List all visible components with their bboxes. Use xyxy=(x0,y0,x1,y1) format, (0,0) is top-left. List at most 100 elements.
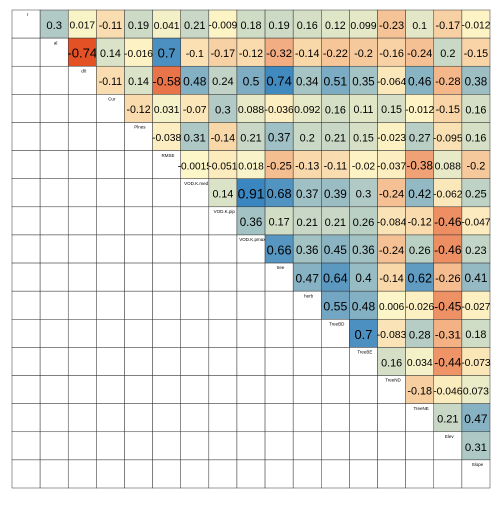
variable-label: RMSE xyxy=(162,153,175,158)
scatter-panel xyxy=(152,178,181,208)
scatter-panel xyxy=(96,290,125,320)
cell-label: -0.047 xyxy=(461,218,490,229)
scatter-panel xyxy=(208,375,238,404)
cell-label: -0.14 xyxy=(295,48,319,60)
cell xyxy=(264,206,294,236)
variable-label: VOD.K.med xyxy=(184,181,209,186)
cell xyxy=(461,290,491,320)
scatter-panel xyxy=(124,262,153,292)
scatter-panel xyxy=(124,403,153,433)
scatter-panel xyxy=(11,375,41,404)
cell-label: 0.041 xyxy=(154,21,180,32)
cell-label: 0.4 xyxy=(355,272,372,285)
variable-label: al xyxy=(54,40,58,45)
scatter-panel xyxy=(39,459,69,489)
cell-label: 0.26 xyxy=(409,245,431,257)
cell xyxy=(405,178,435,208)
scatter-panel xyxy=(236,347,266,376)
cell xyxy=(405,375,435,404)
scatter-panel xyxy=(96,262,125,292)
cell xyxy=(349,290,378,320)
scatter-panel xyxy=(11,347,41,376)
cell xyxy=(377,262,406,292)
scatter-panel xyxy=(377,459,406,489)
cell-label: 0.34 xyxy=(296,76,319,88)
cell-label: 0.36 xyxy=(352,244,375,257)
cell-label: 0.1 xyxy=(412,20,427,32)
cell xyxy=(124,65,153,95)
scatter-panel xyxy=(236,431,266,461)
cell xyxy=(264,122,294,151)
cell-label: -0.23 xyxy=(379,20,404,32)
diagonal-panel xyxy=(321,319,350,348)
cell-label: 0.39 xyxy=(324,188,347,201)
cell-label: -0.28 xyxy=(435,76,461,88)
scatter-panel xyxy=(321,403,350,433)
scatter-panel xyxy=(264,431,294,461)
cell xyxy=(292,122,322,151)
cell-label: 0.47 xyxy=(464,412,488,426)
scatter-panel xyxy=(152,347,181,376)
scatter-panel xyxy=(11,37,41,67)
scatter-panel xyxy=(208,431,238,461)
scatter-panel xyxy=(67,375,97,404)
scatter-panel xyxy=(180,262,210,292)
cell-label: 0.28 xyxy=(409,329,431,341)
cell-label: -0.07 xyxy=(183,105,207,116)
scatter-panel xyxy=(96,234,125,264)
cell-label: 0.15 xyxy=(381,104,402,116)
cell xyxy=(264,9,294,39)
cell xyxy=(321,178,350,208)
scatter-panel xyxy=(96,347,125,376)
cell xyxy=(96,65,125,95)
cell-label: 0.68 xyxy=(267,186,292,201)
scatter-panel xyxy=(124,290,153,320)
scatter-panel xyxy=(180,319,210,348)
scatter-panel xyxy=(67,234,97,264)
scatter-panel xyxy=(264,375,294,404)
scatter-panel xyxy=(11,122,41,151)
cell-label: -0.15 xyxy=(464,48,488,60)
scatter-panel xyxy=(39,290,69,320)
cell-label: -0.12 xyxy=(408,217,432,229)
scatter-panel xyxy=(67,206,97,236)
cell-label: 0.16 xyxy=(297,20,318,32)
cell xyxy=(433,262,463,292)
cell-label: 0.48 xyxy=(183,74,207,88)
scatter-panel xyxy=(124,150,153,179)
scatter-panel xyxy=(11,290,41,320)
cell xyxy=(236,178,266,208)
diagonal-panel xyxy=(11,9,41,39)
cell xyxy=(377,37,406,67)
cell-label: 0.37 xyxy=(296,188,319,201)
scatter-panel xyxy=(67,290,97,320)
cell-label: 0.7 xyxy=(158,46,176,61)
cell-label: 0.18 xyxy=(465,329,486,341)
diagonal-panel xyxy=(124,122,153,151)
scatter-panel xyxy=(208,319,238,348)
cell xyxy=(321,206,350,236)
cell xyxy=(433,37,463,67)
cell-label: -0.037 xyxy=(377,161,406,172)
cell-label: 0.21 xyxy=(325,217,346,229)
scatter-panel xyxy=(124,375,153,404)
variable-label: r xyxy=(27,12,29,17)
cell-label: 0.21 xyxy=(325,132,346,144)
cell-label: 0.3 xyxy=(356,189,372,201)
cell-label: 0.006 xyxy=(379,302,405,313)
cell xyxy=(433,319,463,348)
diagonal-panel xyxy=(208,206,238,236)
cell-label: -0.12 xyxy=(239,48,263,60)
cell-label: -0.38 xyxy=(406,160,432,173)
cell-label: 0.5 xyxy=(243,74,260,88)
scatter-panel xyxy=(124,431,153,461)
scatter-panel xyxy=(96,403,125,433)
cell-label: -0.02 xyxy=(352,161,376,172)
cell-label: -0.11 xyxy=(324,160,347,172)
cell-label: -0.038 xyxy=(152,133,181,144)
cell xyxy=(461,431,491,461)
scatter-panel xyxy=(208,403,238,433)
cell-label: 0.46 xyxy=(408,74,432,88)
cell xyxy=(461,262,491,292)
